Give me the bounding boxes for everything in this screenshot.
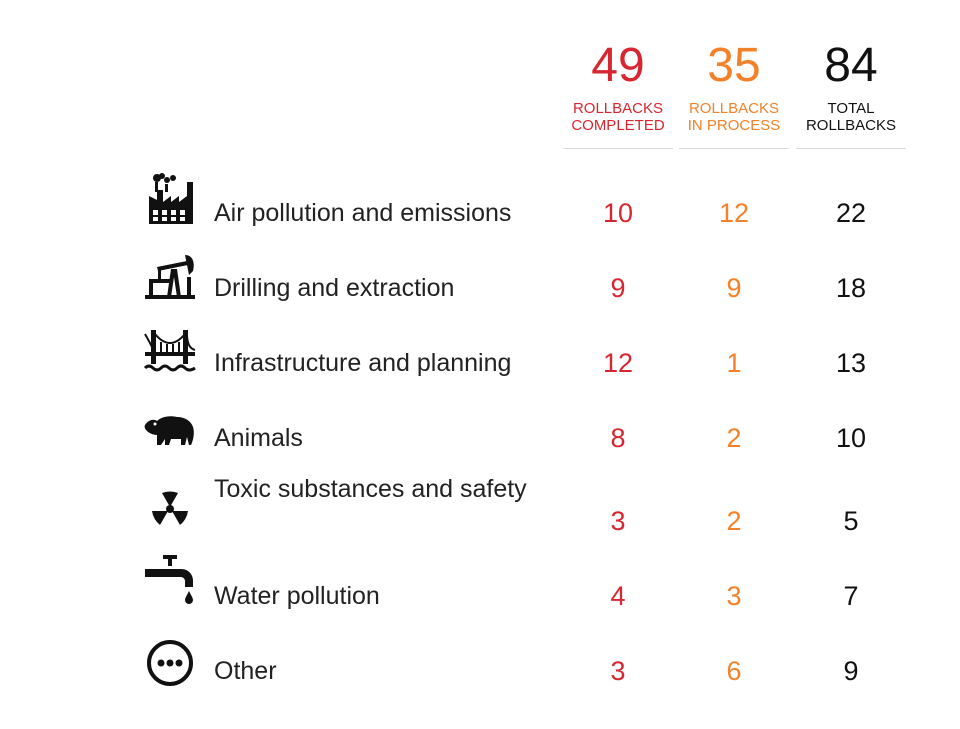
bear-icon xyxy=(143,407,197,461)
header-total: 84 TOTAL ROLLBACKS xyxy=(796,39,906,149)
category-label: Drilling and extraction xyxy=(214,274,455,302)
factory-icon xyxy=(143,172,197,226)
total-value: 13 xyxy=(835,348,867,378)
header-divider xyxy=(563,148,673,149)
category-label: Infrastructure and planning xyxy=(214,349,512,377)
in-process-value: 12 xyxy=(718,198,750,228)
header-divider xyxy=(796,148,906,149)
table-row: Toxic substances and safety 3 2 5 xyxy=(0,470,960,560)
in-process-value: 3 xyxy=(726,581,742,611)
more-icon xyxy=(143,636,197,690)
completed-count: 49 xyxy=(591,39,645,92)
in-process-value: 2 xyxy=(726,423,742,453)
bridge-icon xyxy=(143,326,197,380)
in-process-value: 6 xyxy=(726,656,742,686)
in-process-value: 1 xyxy=(726,348,742,378)
category-label: Air pollution and emissions xyxy=(214,199,512,227)
completed-value: 3 xyxy=(610,506,626,536)
oil-pump-icon xyxy=(143,251,197,305)
in-process-value: 2 xyxy=(726,506,742,536)
table-row: Air pollution and emissions 10 12 22 xyxy=(0,170,960,240)
completed-value: 10 xyxy=(602,198,634,228)
radiation-icon xyxy=(143,482,197,536)
total-value: 10 xyxy=(835,423,867,453)
completed-value: 9 xyxy=(610,273,626,303)
table-row: Other 3 6 9 xyxy=(0,628,960,698)
faucet-icon xyxy=(143,553,197,607)
completed-value: 3 xyxy=(610,656,626,686)
total-value: 7 xyxy=(843,581,859,611)
total-value: 22 xyxy=(835,198,867,228)
header-divider xyxy=(679,148,789,149)
completed-label: ROLLBACKS COMPLETED xyxy=(571,100,665,134)
total-count: 84 xyxy=(824,39,878,92)
total-value: 18 xyxy=(835,273,867,303)
category-label: Animals xyxy=(214,424,303,452)
in-process-label: ROLLBACKS IN PROCESS xyxy=(687,100,781,134)
total-label: TOTAL ROLLBACKS xyxy=(805,100,897,134)
header-in-process: 35 ROLLBACKS IN PROCESS xyxy=(679,39,789,149)
completed-value: 4 xyxy=(610,581,626,611)
table-row: Infrastructure and planning 12 1 13 xyxy=(0,320,960,390)
total-value: 9 xyxy=(843,656,859,686)
table-row: Animals 8 2 10 xyxy=(0,395,960,465)
total-value: 5 xyxy=(843,506,859,536)
header-completed: 49 ROLLBACKS COMPLETED xyxy=(563,39,673,149)
completed-value: 8 xyxy=(610,423,626,453)
table-row: Drilling and extraction 9 9 18 xyxy=(0,245,960,315)
in-process-count: 35 xyxy=(707,39,761,92)
table-row: Water pollution 4 3 7 xyxy=(0,553,960,623)
completed-value: 12 xyxy=(602,348,634,378)
category-label: Other xyxy=(214,657,277,685)
category-label: Toxic substances and safety xyxy=(214,475,527,503)
in-process-value: 9 xyxy=(726,273,742,303)
category-label: Water pollution xyxy=(214,582,380,610)
